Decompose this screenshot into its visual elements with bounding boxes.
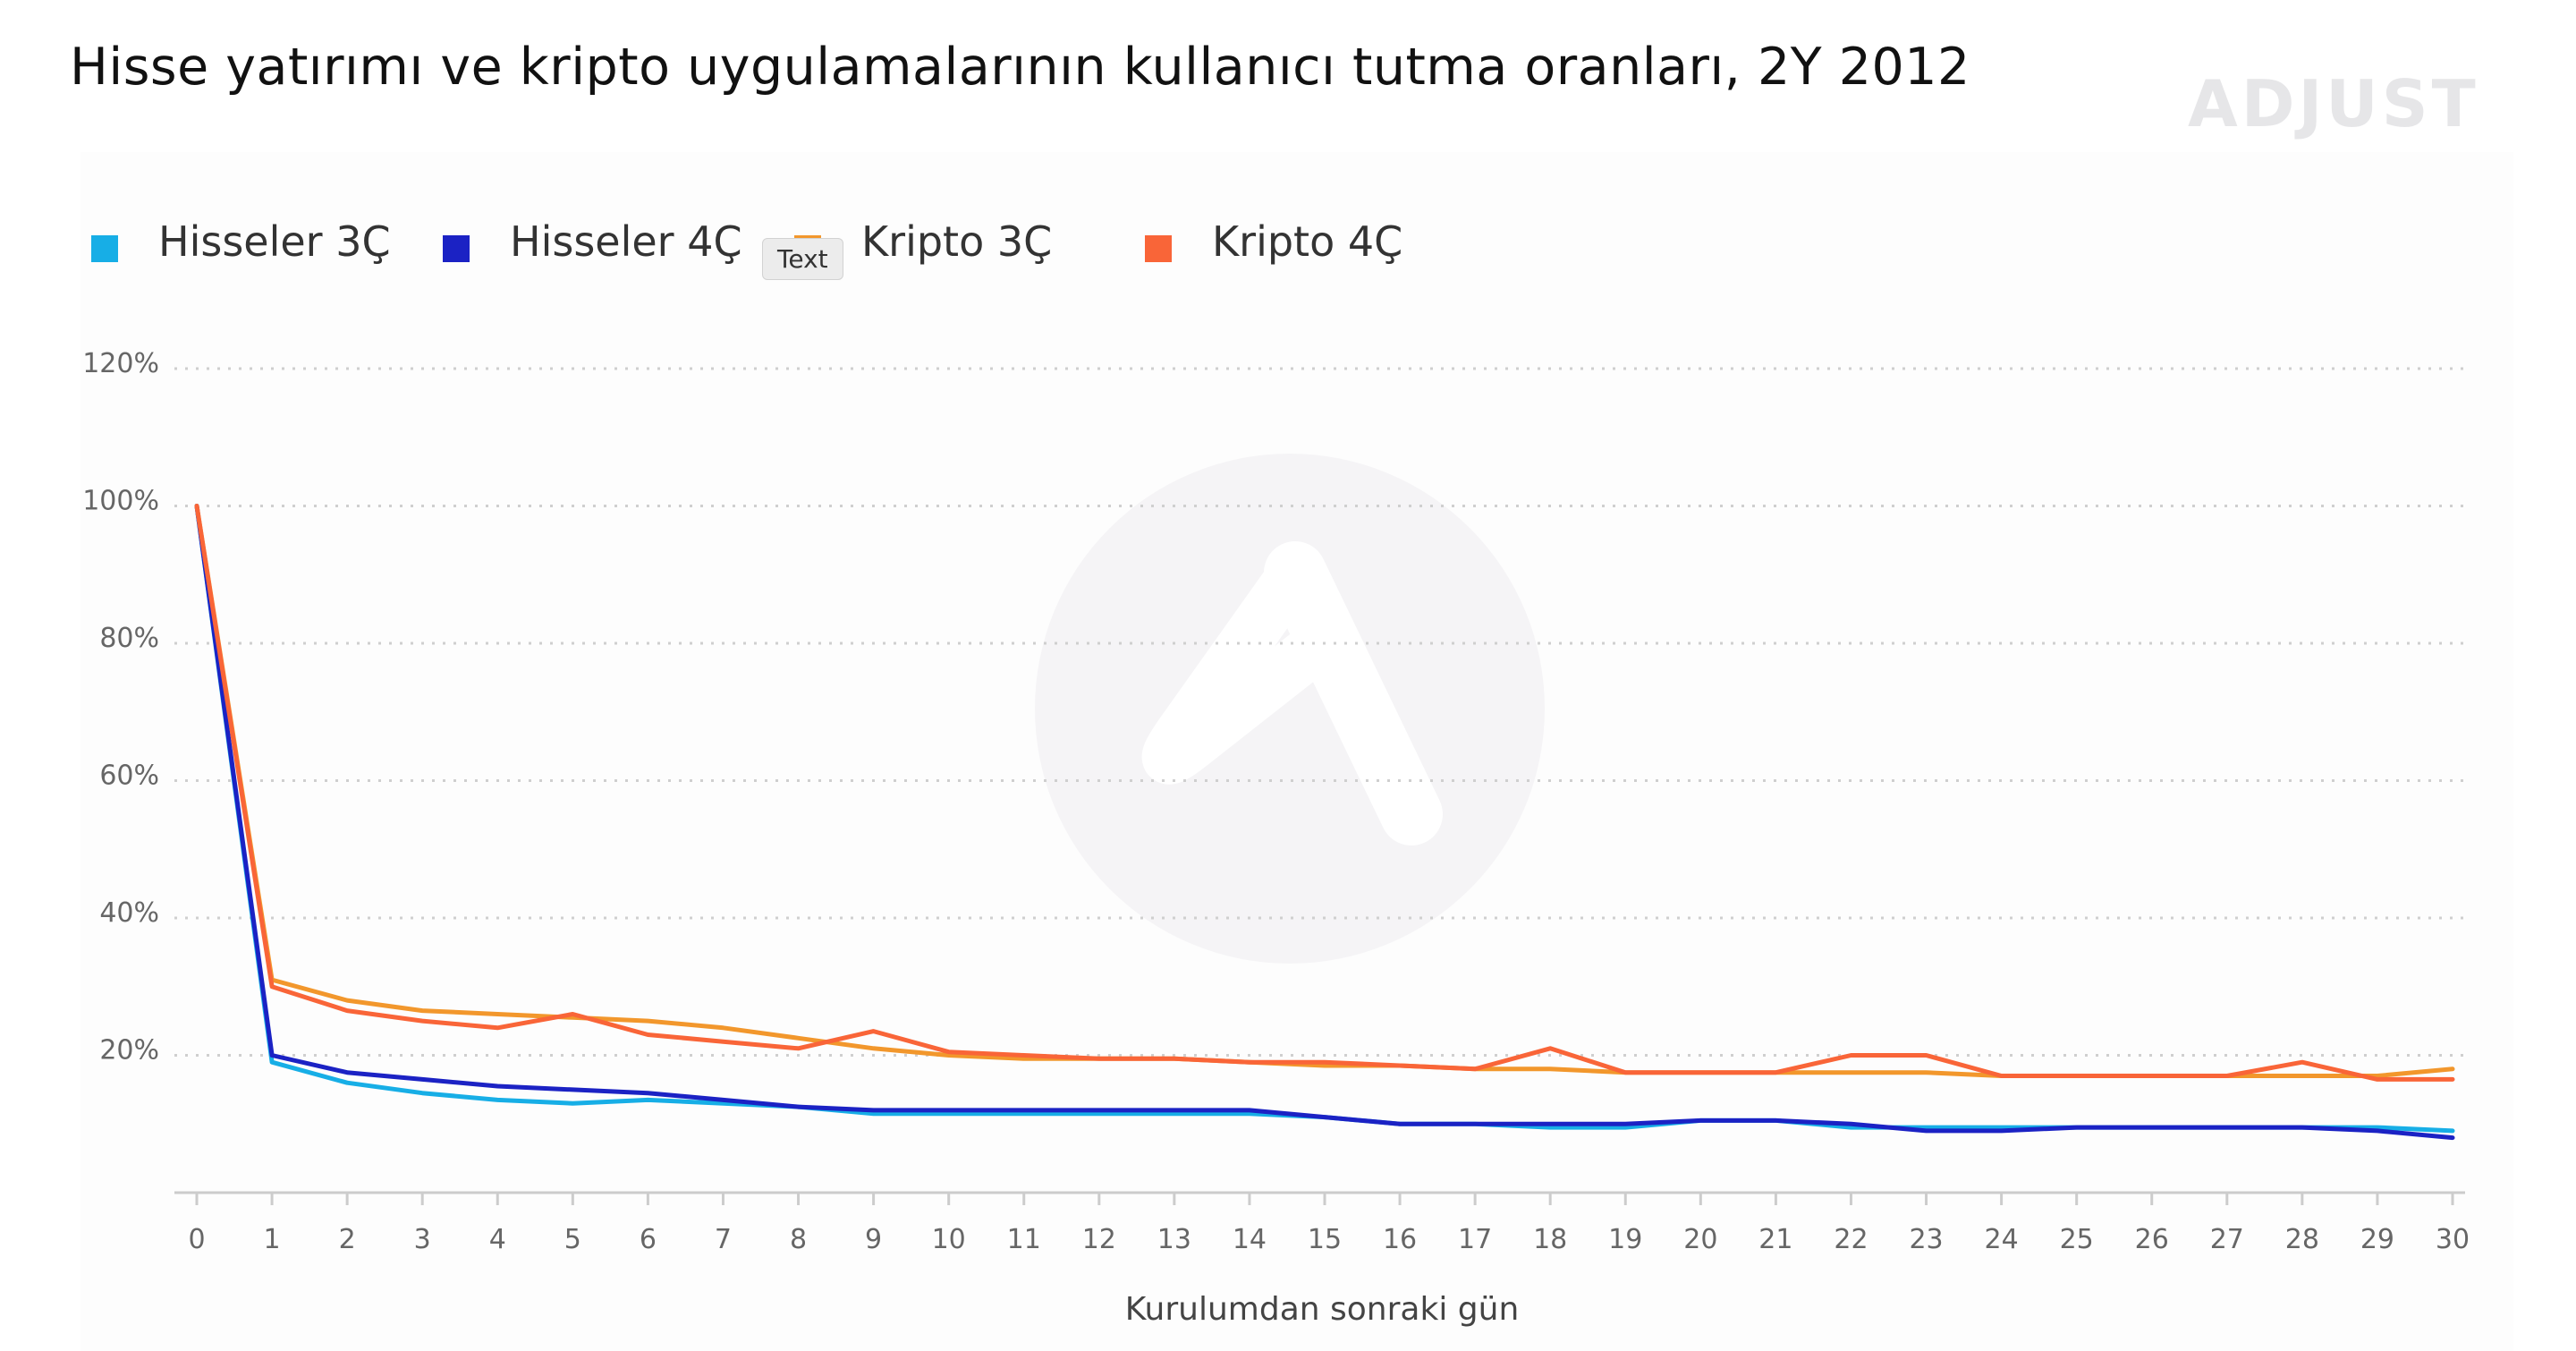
x-axis-title: Kurulumdan sonraki gün (1125, 1291, 1520, 1328)
x-tick-label: 4 (489, 1224, 506, 1255)
x-tick-label: 15 (1308, 1224, 1342, 1255)
x-tick-label: 9 (865, 1224, 882, 1255)
y-tick-labels: 20% 40% 60% 80% 100% 120% (82, 348, 159, 1066)
x-tick-label: 29 (2360, 1224, 2394, 1255)
chart-title: Hisse yatırımı ve kripto uygulamalarının… (70, 38, 1970, 97)
series-line-1 (194, 504, 2455, 1141)
x-tick-label: 10 (932, 1224, 966, 1255)
y-tick-label: 20% (99, 1035, 159, 1066)
x-tick-label: 19 (1608, 1224, 1642, 1255)
x-tick-label: 30 (2436, 1224, 2470, 1255)
x-tick-label: 17 (1458, 1224, 1492, 1255)
x-tick-label: 16 (1383, 1224, 1417, 1255)
x-tick-label: 8 (790, 1224, 807, 1255)
x-tick-label: 27 (2210, 1224, 2244, 1255)
x-tick-label: 21 (1758, 1224, 1792, 1255)
y-tick-label: 120% (82, 348, 159, 379)
x-tick-label: 23 (1909, 1224, 1943, 1255)
x-tick-label: 25 (2060, 1224, 2094, 1255)
brand-logo: ADJUST (2188, 66, 2479, 141)
x-tick-label: 24 (1985, 1224, 2019, 1255)
y-tick-label: 60% (99, 760, 159, 792)
legend-label: Hisseler 3Ç (158, 217, 391, 266)
x-tick-label: 20 (1683, 1224, 1717, 1255)
x-tick-label: 2 (339, 1224, 356, 1255)
x-tick-label: 7 (715, 1224, 732, 1255)
x-tick-label: 13 (1157, 1224, 1191, 1255)
x-tick-label: 26 (2135, 1224, 2169, 1255)
x-tick-label: 1 (264, 1224, 281, 1255)
x-tick-label: 14 (1233, 1224, 1267, 1255)
x-tick-label: 5 (564, 1224, 581, 1255)
x-tick-label: 6 (640, 1224, 657, 1255)
x-tick-label: 3 (414, 1224, 431, 1255)
y-tick-label: 40% (99, 897, 159, 929)
legend-swatch (91, 235, 118, 262)
y-tick-label: 80% (99, 623, 159, 654)
x-tick-label: 11 (1007, 1224, 1041, 1255)
series-lines (194, 504, 2455, 1141)
series-line-3 (194, 504, 2455, 1082)
x-tick-label: 28 (2285, 1224, 2319, 1255)
legend-swatch (443, 235, 470, 262)
y-tick-label: 100% (82, 486, 159, 517)
x-tick-label: 18 (1533, 1224, 1567, 1255)
legend-label: Kripto 4Ç (1212, 217, 1403, 266)
x-tick-labels: 0 1 2 3 4 5 6 7 8 9 10 11 12 13 14 15 16 17 18 19 20 21 22 23 24… (188, 1224, 2470, 1255)
x-tick-label: 22 (1834, 1224, 1868, 1255)
x-tick-label: 12 (1082, 1224, 1116, 1255)
x-axis (174, 1191, 2465, 1205)
tooltip: Text (762, 238, 843, 280)
legend-swatch (1145, 235, 1172, 262)
legend-label: Hisseler 4Ç (510, 217, 742, 266)
watermark-logo (1035, 454, 1545, 964)
x-tick-label: 0 (188, 1224, 205, 1255)
legend-label: Kripto 3Ç (861, 217, 1053, 266)
